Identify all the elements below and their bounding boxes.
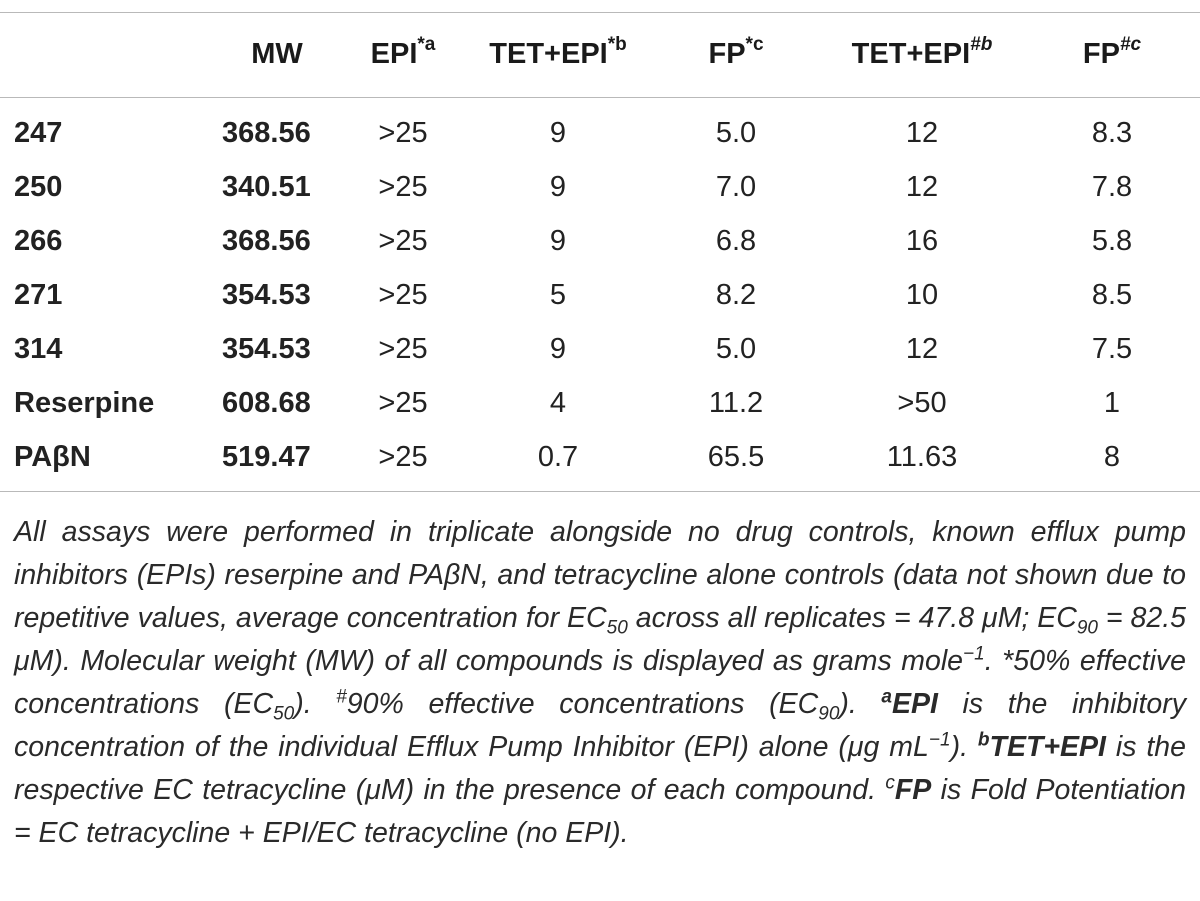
row-compound: PAβN: [14, 440, 91, 473]
table-row: 314 354.53 >25 9 5.0 12 7.5: [0, 322, 1200, 376]
row-tet-epi-50: 0.7: [537, 440, 579, 473]
row-fp-90: 1: [1103, 386, 1121, 419]
data-table: MW EPI*a TET+EPI*b FP*c TET+EPI#b FP#c 2…: [0, 26, 1200, 484]
table-row: 250 340.51 >25 9 7.0 12 7.8: [0, 160, 1200, 214]
table-row: 266 368.56 >25 9 6.8 16 5.8: [0, 214, 1200, 268]
table-row: 271 354.53 >25 5 8.2 10 8.5: [0, 268, 1200, 322]
row-mw: 608.68: [222, 386, 311, 419]
row-epi: >25: [378, 386, 428, 419]
row-tet-epi-50: 9: [549, 224, 567, 257]
row-fp-90: 8: [1103, 440, 1121, 473]
row-mw: 519.47: [222, 440, 311, 473]
row-fp-90: 8.3: [1091, 116, 1133, 149]
row-epi: >25: [378, 170, 428, 203]
row-tet-epi-90: 12: [905, 170, 939, 203]
table-footnote: All assays were performed in triplicate …: [14, 516, 1187, 849]
row-tet-epi-50: 5: [549, 278, 567, 311]
row-fp-50: 6.8: [715, 224, 757, 257]
table-bottom-rule: [0, 491, 1200, 492]
row-compound: 250: [14, 170, 63, 203]
header-fp-90: FP#c: [1082, 33, 1142, 70]
header-fp-50: FP*c: [708, 33, 764, 70]
header-tet-epi-50: TET+EPI*b: [489, 33, 627, 70]
row-tet-epi-90: 16: [905, 224, 939, 257]
row-compound: 271: [14, 278, 63, 311]
row-fp-50: 8.2: [715, 278, 757, 311]
row-tet-epi-90: >50: [897, 386, 947, 419]
row-mw: 354.53: [222, 332, 311, 365]
row-tet-epi-90: 12: [905, 116, 939, 149]
row-fp-50: 5.0: [715, 116, 757, 149]
header-mw: MW: [251, 37, 303, 70]
row-tet-epi-50: 9: [549, 332, 567, 365]
row-fp-90: 7.8: [1091, 170, 1133, 203]
table-header-rule: [0, 97, 1200, 98]
row-compound: 266: [14, 224, 63, 257]
row-fp-90: 8.5: [1091, 278, 1133, 311]
row-epi: >25: [378, 116, 428, 149]
row-tet-epi-50: 4: [549, 386, 567, 419]
row-epi: >25: [378, 224, 428, 257]
row-fp-50: 5.0: [715, 332, 757, 365]
table-row: Reserpine 608.68 >25 4 11.2 >50 1: [0, 376, 1200, 430]
table-row: 247 368.56 >25 9 5.0 12 8.3: [0, 106, 1200, 160]
table-top-rule: [0, 12, 1200, 13]
row-tet-epi-90: 12: [905, 332, 939, 365]
row-tet-epi-50: 9: [549, 170, 567, 203]
header-tet-epi-90: TET+EPI#b: [851, 33, 993, 70]
header-row: MW EPI*a TET+EPI*b FP*c TET+EPI#b FP#c: [0, 26, 1200, 82]
row-epi: >25: [378, 332, 428, 365]
row-fp-90: 5.8: [1091, 224, 1133, 257]
row-epi: >25: [378, 278, 428, 311]
row-mw: 368.56: [222, 116, 311, 149]
row-tet-epi-90: 10: [905, 278, 939, 311]
row-fp-90: 7.5: [1091, 332, 1133, 365]
row-compound: 247: [14, 116, 63, 149]
row-mw: 354.53: [222, 278, 311, 311]
row-compound: 314: [14, 332, 63, 365]
row-mw: 340.51: [222, 170, 311, 203]
row-fp-50: 11.2: [708, 386, 764, 419]
table-row: PAβN 519.47 >25 0.7 65.5 11.63 8: [0, 430, 1200, 484]
row-mw: 368.56: [222, 224, 311, 257]
row-compound: Reserpine: [14, 386, 155, 419]
row-tet-epi-50: 9: [549, 116, 567, 149]
row-fp-50: 65.5: [707, 440, 765, 473]
header-compound: [0, 26, 212, 82]
row-epi: >25: [378, 440, 428, 473]
header-epi: EPI*a: [370, 33, 436, 70]
row-tet-epi-90: 11.63: [886, 440, 958, 473]
row-fp-50: 7.0: [715, 170, 757, 203]
